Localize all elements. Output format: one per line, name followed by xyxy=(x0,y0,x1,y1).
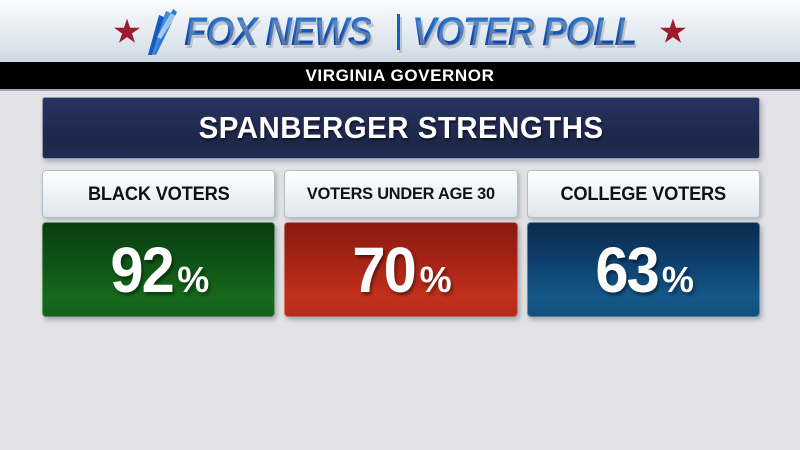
column-header-label: VOTERS UNDER AGE 30 xyxy=(306,184,495,203)
value-number: 92 xyxy=(110,233,174,306)
brand-voter-poll: VOTER POLL xyxy=(412,9,637,54)
result-column-college-voters: COLLEGE VOTERS 63 % xyxy=(526,170,760,318)
race-subtitle-text: VIRGINIA GOVERNOR xyxy=(305,65,495,85)
fox-news-voter-poll-logo: FOX NEWS VOTER POLL xyxy=(0,0,800,63)
column-header-label: COLLEGE VOTERS xyxy=(560,183,727,205)
percent-sign: % xyxy=(177,258,210,300)
chart-title: SPANBERGER STRENGTHS xyxy=(198,110,604,145)
results-columns: BLACK VOTERS 92 % VOTERS UNDER AGE 30 70… xyxy=(42,170,760,318)
result-column-voters-under-30: VOTERS UNDER AGE 30 70 % xyxy=(284,170,518,318)
value-number: 63 xyxy=(595,233,659,306)
value-box-voters-under-30: 70 % xyxy=(284,222,518,317)
star-icon xyxy=(114,18,141,43)
chart-title-banner: SPANBERGER STRENGTHS xyxy=(42,97,760,159)
column-header-voters-under-30: VOTERS UNDER AGE 30 xyxy=(284,170,518,218)
value-box-college-voters: 63 % xyxy=(526,222,760,317)
column-header-black-voters: BLACK VOTERS xyxy=(42,170,276,218)
percent-sign: % xyxy=(419,258,452,300)
percent-sign: % xyxy=(661,258,694,300)
brand-fox-news: FOX NEWS xyxy=(184,9,373,54)
race-subtitle-bar: VIRGINIA GOVERNOR xyxy=(0,62,800,91)
value-number: 70 xyxy=(352,233,417,306)
fox-searchlight-icon xyxy=(147,8,178,55)
star-icon xyxy=(659,18,686,43)
brand-divider xyxy=(397,13,401,50)
value-box-black-voters: 92 % xyxy=(42,222,276,317)
column-header-label: BLACK VOTERS xyxy=(87,183,230,205)
column-header-college-voters: COLLEGE VOTERS xyxy=(526,170,760,218)
result-column-black-voters: BLACK VOTERS 92 % xyxy=(42,170,276,318)
